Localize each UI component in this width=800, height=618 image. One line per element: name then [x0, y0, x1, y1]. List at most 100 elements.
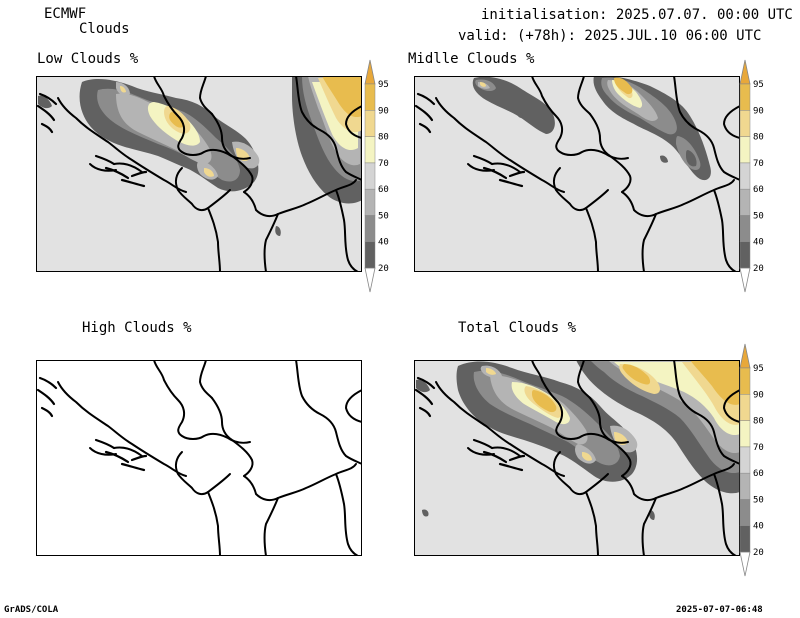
high-island-3: [94, 438, 116, 450]
total-colorbar-label-80: 80: [753, 417, 764, 427]
total-clouds-title: Total Clouds %: [458, 320, 577, 336]
total-border-4: [589, 397, 632, 477]
total-colorbar-segment-2: [739, 499, 751, 526]
high-island-6: [130, 454, 148, 462]
total-cloud-area-22: [422, 509, 429, 517]
mid-border-9: [713, 189, 737, 272]
low-border-2: [198, 76, 213, 115]
low-island-4: [104, 166, 130, 180]
total-island-0: [416, 376, 436, 390]
mid-border-7: [621, 179, 735, 218]
total-colorbar-label-50: 50: [753, 495, 764, 505]
low-cloud-area-15: [204, 168, 214, 177]
high-map-frame: [36, 360, 362, 556]
low-colorbar-label-60: 60: [378, 185, 389, 195]
total-border-6: [585, 491, 599, 556]
mid-border-4: [589, 113, 632, 193]
total-colorbar-label-20: 20: [753, 548, 764, 558]
low-colorbar-label-40: 40: [378, 238, 389, 248]
low-colorbar-segment-5: [364, 136, 376, 164]
total-border-8: [641, 497, 657, 556]
low-cloud-area-19: [275, 226, 281, 236]
high-island-0: [38, 376, 58, 390]
total-colorbar-label-90: 90: [753, 390, 764, 400]
mid-colorbar-segment-1: [739, 241, 751, 269]
high-island-2: [40, 406, 54, 418]
mid-map-frame: [414, 76, 740, 272]
low-clouds-title: Low Clouds %: [37, 51, 139, 67]
low-border-10: [344, 105, 362, 139]
mid-island-2: [418, 122, 432, 134]
low-island-0: [38, 92, 58, 106]
low-colorbar-label-70: 70: [378, 159, 389, 169]
total-colorbar-segment-1: [739, 525, 751, 553]
high-border-11: [113, 446, 143, 457]
mid-colorbar-label-60: 60: [753, 185, 764, 195]
mid-border-6: [585, 207, 599, 272]
total-border-11: [491, 446, 521, 457]
mid-cloud-area-0: [472, 76, 555, 134]
mid-island-5: [498, 178, 524, 188]
low-island-6: [130, 170, 148, 178]
mid-island-4: [482, 166, 508, 180]
low-colorbar-label-90: 90: [378, 106, 389, 116]
total-colorbar-top-tip: [739, 343, 751, 369]
high-border-6: [207, 491, 221, 556]
high-island-4: [104, 450, 130, 464]
high-border-10: [344, 389, 362, 423]
total-island-3: [472, 438, 494, 450]
total-map-frame: [414, 360, 740, 556]
total-border-0: [435, 381, 565, 477]
mid-colorbar-segment-6: [739, 110, 751, 137]
low-clouds-colorbar: 20 40 50 60 70 80 90 95: [364, 59, 395, 293]
low-colorbar-label-80: 80: [378, 133, 389, 143]
low-cloud-area-18: [38, 95, 52, 109]
low-border-0: [57, 97, 187, 193]
middle-clouds-colorbar: 20 40 50 60 70 80 90 95: [739, 59, 770, 293]
high-border-1: [153, 360, 251, 444]
mid-island-6: [508, 170, 526, 178]
mid-colorbar-segment-5: [739, 136, 751, 164]
mid-cloud-area-10: [480, 82, 486, 87]
low-border-11: [113, 162, 143, 173]
mid-colorbar-label-90: 90: [753, 106, 764, 116]
low-border-1: [153, 76, 251, 160]
mid-colorbar-segment-3: [739, 188, 751, 216]
mid-border-3: [673, 76, 740, 181]
low-map-frame: [36, 76, 362, 272]
high-map-background: [36, 360, 362, 556]
high-border-0: [57, 381, 187, 477]
low-colorbar-bottom-tip: [364, 267, 376, 293]
mid-colorbar-label-40: 40: [753, 238, 764, 248]
total-clouds-colorbar: 20 40 50 60 70 80 90 95: [739, 343, 770, 577]
total-border-3: [673, 360, 740, 465]
low-colorbar-segment-2: [364, 215, 376, 242]
total-island-1: [414, 388, 434, 406]
mid-colorbar-svg: 20 40 50 60 70 80 90 95: [739, 59, 764, 293]
low-island-5: [120, 178, 146, 188]
mid-colorbar-segment-2: [739, 215, 751, 242]
total-cloud-area-17: [582, 452, 592, 461]
mid-colorbar-segment-7: [739, 83, 751, 111]
total-island-2: [418, 406, 432, 418]
total-cloud-area-11: [532, 390, 557, 413]
total-border-2: [576, 360, 591, 399]
low-clouds-map: [36, 76, 362, 272]
total-island-6: [508, 454, 526, 462]
low-cloud-area-17: [120, 86, 126, 93]
mid-border-8: [641, 213, 657, 272]
mid-island-0: [416, 92, 436, 106]
total-colorbar-label-40: 40: [753, 522, 764, 532]
total-border-10: [722, 389, 740, 423]
high-map-svg: [36, 360, 362, 556]
high-clouds-title: High Clouds %: [82, 320, 192, 336]
total-colorbar-segment-4: [739, 446, 751, 474]
high-island-5: [120, 462, 146, 472]
high-border-3: [295, 360, 362, 465]
mid-colorbar-label-95: 95: [753, 80, 764, 90]
total-colorbar-label-60: 60: [753, 469, 764, 479]
low-colorbar-label-95: 95: [378, 80, 389, 90]
mid-colorbar-segment-4: [739, 162, 751, 190]
total-colorbar-segment-3: [739, 472, 751, 500]
total-map-svg: [414, 360, 740, 556]
